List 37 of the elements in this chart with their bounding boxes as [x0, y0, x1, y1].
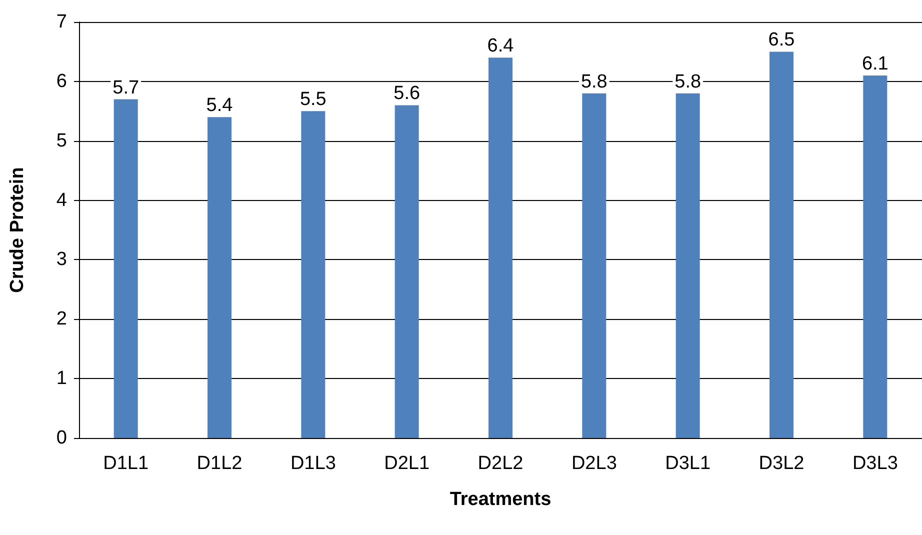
data-label: 5.7	[112, 77, 140, 98]
x-tick-label: D2L2	[478, 453, 524, 474]
x-tick-label: D1L1	[103, 453, 149, 474]
x-tick-label: D3L3	[852, 453, 898, 474]
data-label: 5.4	[206, 95, 234, 116]
data-label: 5.5	[300, 89, 326, 110]
y-tick-label: 0	[56, 428, 67, 448]
y-tick-label: 6	[56, 70, 67, 92]
y-tick-label: 4	[56, 190, 68, 211]
x-tick-label: D3L2	[758, 453, 804, 474]
bar	[114, 99, 138, 438]
y-tick-label: 3	[56, 249, 67, 270]
data-label: 5.8	[674, 71, 702, 92]
x-tick-label: D2L3	[571, 453, 617, 474]
x-tick-label: D2L1	[384, 453, 430, 474]
bar	[770, 52, 794, 438]
y-axis-title: Crude Protein	[7, 167, 28, 293]
data-label: 5.6	[394, 83, 420, 104]
y-tick-label: 7	[56, 12, 67, 32]
data-label: 6.1	[862, 53, 888, 74]
x-tick-label: D1L2	[196, 453, 242, 474]
bar	[394, 105, 419, 438]
y-tick-label: 1	[56, 368, 67, 390]
data-label: 5.8	[580, 71, 608, 92]
bar	[208, 117, 232, 438]
data-label: 6.4	[487, 36, 514, 57]
x-tick-label: D1L3	[290, 453, 336, 474]
bar	[582, 93, 606, 438]
bar	[301, 111, 326, 438]
bar	[676, 93, 700, 438]
data-label: 6.5	[768, 30, 795, 51]
bar	[488, 58, 512, 438]
x-axis-title: Treatments	[450, 489, 552, 510]
y-tick-label: 5	[56, 130, 67, 152]
x-tick-label: D3L1	[665, 453, 711, 474]
y-tick-label: 2	[56, 308, 67, 330]
bar	[863, 75, 888, 438]
